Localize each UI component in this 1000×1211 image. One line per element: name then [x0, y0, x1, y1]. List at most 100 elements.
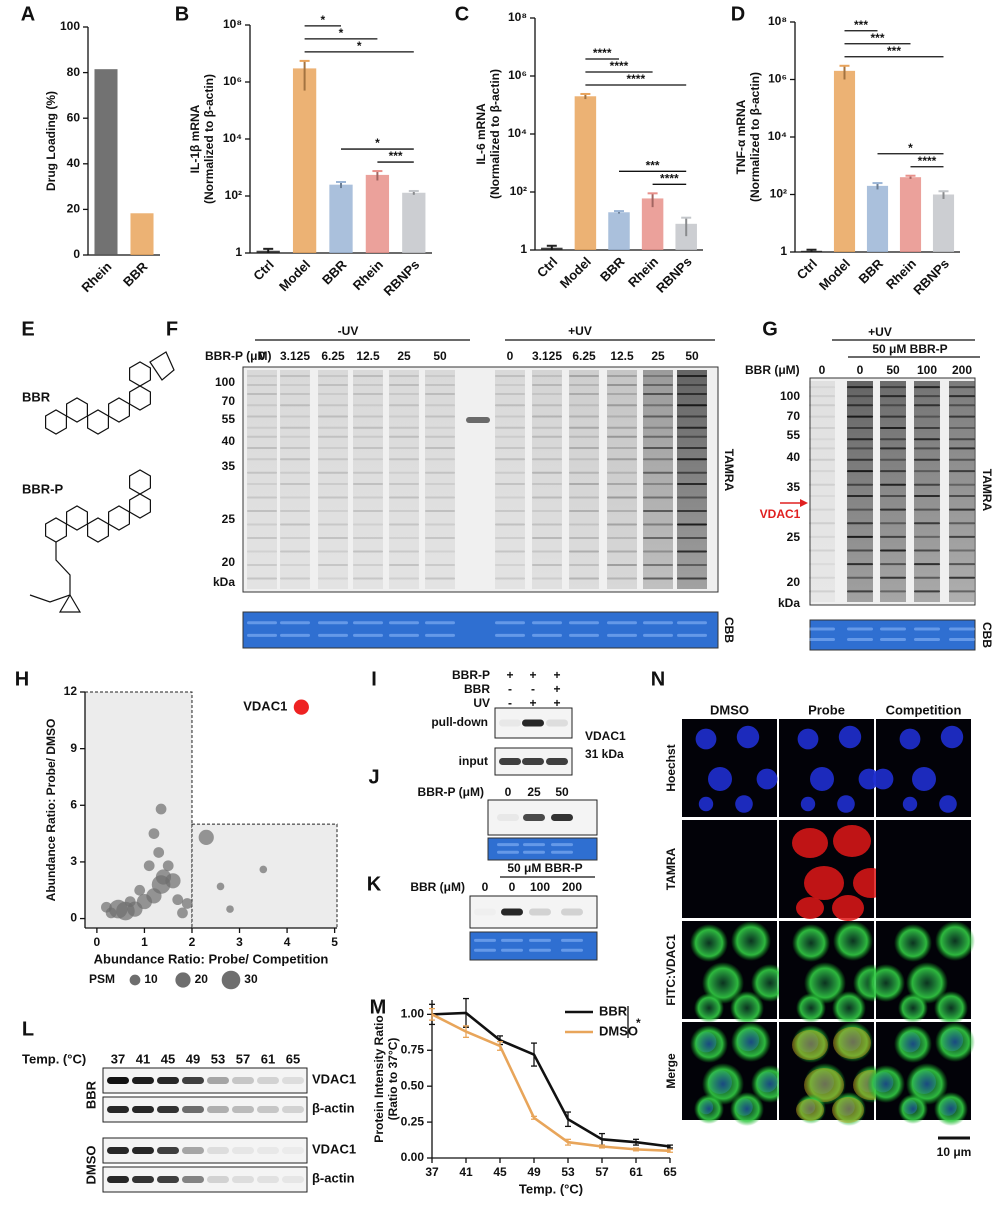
gel-lane [677, 370, 707, 589]
band [677, 633, 707, 637]
band [522, 758, 544, 765]
category-label: BBR [856, 256, 887, 287]
gel-lane [495, 370, 525, 589]
bubble [134, 884, 146, 896]
bubble [162, 860, 174, 872]
band [495, 393, 525, 395]
band [949, 576, 975, 579]
gel-lane [389, 370, 419, 589]
y-tick-label: 1.00 [401, 1007, 425, 1021]
target-label: 31 kDa [585, 747, 624, 761]
band [495, 384, 525, 386]
significance-label: **** [660, 171, 679, 185]
band [474, 948, 496, 952]
band [207, 1176, 229, 1183]
band [257, 1147, 279, 1154]
band [847, 522, 873, 525]
band [425, 458, 455, 461]
bubble [155, 803, 167, 815]
y-tick-label: 9 [70, 741, 77, 755]
band [389, 496, 419, 499]
band [495, 404, 525, 407]
band [607, 435, 637, 438]
band [318, 483, 348, 485]
panel-letter: F [166, 318, 178, 340]
y-axis-label: TNF-α mRNA [734, 99, 748, 174]
band [809, 438, 835, 441]
band [561, 938, 583, 942]
category-label: RBNPs [381, 257, 423, 299]
structure-ring [87, 409, 109, 435]
row-label: FITC:VDAC1 [664, 934, 678, 1006]
band [880, 386, 906, 389]
band [809, 404, 835, 407]
band [880, 458, 906, 461]
band [182, 1147, 204, 1154]
band [607, 523, 637, 526]
band [495, 375, 525, 377]
band [474, 909, 496, 916]
band [389, 621, 419, 625]
category-label: RBNPs [653, 254, 695, 296]
band [232, 1176, 254, 1183]
band [389, 384, 419, 386]
band [495, 426, 525, 429]
band [389, 577, 419, 580]
y-tick-label: 1 [780, 244, 787, 258]
bubble [259, 865, 268, 874]
band [880, 447, 906, 450]
band [643, 483, 673, 485]
band [280, 375, 310, 377]
y-tick-label: 10⁶ [508, 68, 527, 82]
probe-label: 50 μM BBR-P [872, 342, 947, 356]
band [247, 404, 277, 407]
category-label: Ctrl [250, 257, 276, 283]
band [914, 415, 940, 418]
band [677, 496, 707, 499]
panel-letter: D [731, 3, 745, 25]
vdac1-signal [833, 1022, 873, 1062]
band [495, 537, 525, 539]
size-legend-title: PSM [89, 972, 115, 986]
lane-label: 50 [685, 349, 699, 363]
y-axis-label: (Normalized to β-actin) [488, 69, 502, 199]
band [809, 415, 835, 418]
group-label: DMSO [83, 1146, 98, 1185]
bubble [153, 847, 165, 858]
band [532, 404, 562, 407]
band [353, 404, 383, 407]
band [389, 471, 419, 474]
row-label: TAMRA [664, 847, 678, 890]
band [607, 384, 637, 386]
band [561, 908, 583, 916]
band [318, 564, 348, 566]
marker-label: 70 [222, 394, 236, 408]
band [914, 395, 940, 398]
band [532, 621, 562, 625]
band [569, 375, 599, 377]
band [532, 483, 562, 485]
band [280, 384, 310, 386]
band [643, 577, 673, 580]
band [569, 404, 599, 407]
condition-mark: + [553, 668, 560, 682]
band [607, 537, 637, 539]
band [389, 537, 419, 539]
condition-label: BBR [464, 682, 490, 696]
band [529, 938, 551, 942]
size-legend-label: 10 [144, 972, 158, 986]
x-tick-label: 65 [663, 1165, 677, 1179]
band [532, 471, 562, 474]
band [569, 471, 599, 474]
band [880, 627, 906, 631]
temp-value: 53 [211, 1051, 225, 1066]
vdac1-signal [898, 1094, 928, 1124]
band [425, 483, 455, 485]
band [247, 384, 277, 386]
vdac1-signal [796, 993, 826, 1023]
band [353, 537, 383, 539]
band [389, 435, 419, 438]
significance-label: * [908, 141, 913, 155]
band [607, 633, 637, 637]
temp-value: 41 [136, 1051, 150, 1066]
